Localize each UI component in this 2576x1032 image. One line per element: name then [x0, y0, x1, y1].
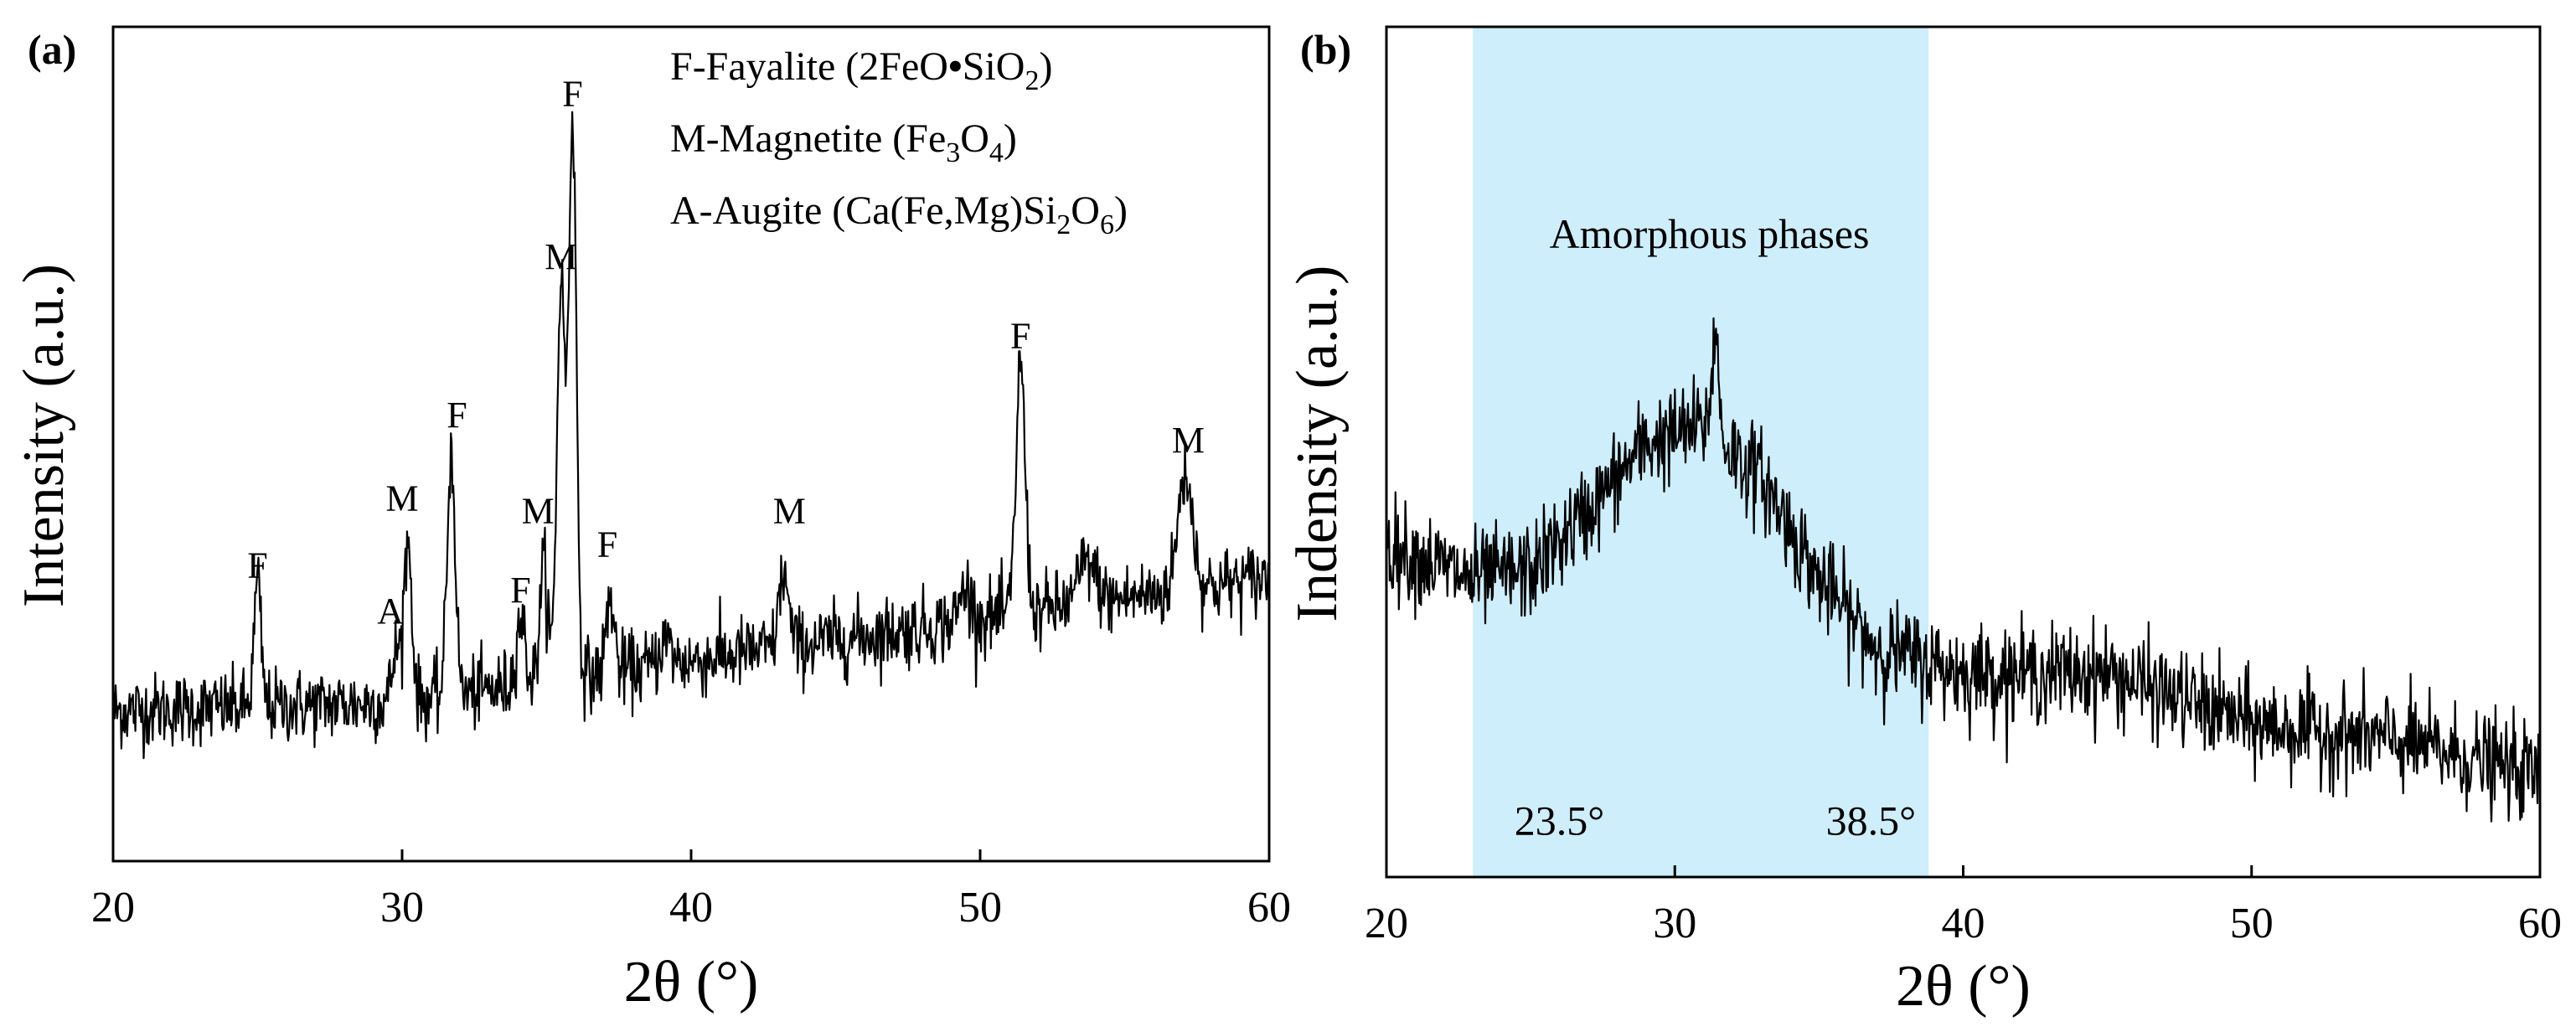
panel-label-b: (b)	[1300, 26, 1351, 73]
series-line	[1385, 317, 2542, 823]
annotation: 23.5°	[1515, 797, 1605, 844]
peak-label: M	[385, 478, 418, 519]
x-tick-label: 20	[91, 884, 135, 931]
series-line	[111, 111, 1271, 760]
peak-label: M	[1172, 420, 1205, 461]
x-tick-label: 30	[1653, 900, 1696, 947]
x-tick-label: 30	[380, 884, 424, 931]
peak-label: M	[522, 491, 555, 532]
legend: F-Fayalite (2FeO•SiO2) M-Magnetite (Fe3O4…	[670, 44, 1128, 240]
peak-label: M	[545, 236, 577, 277]
amorphous-shaded-region	[1473, 27, 1929, 877]
plot-frame	[1385, 25, 2542, 879]
plot-frame	[111, 25, 1271, 863]
series-group	[111, 111, 1271, 760]
x-tick-label: 60	[2518, 900, 2562, 947]
x-tick-label: 60	[1247, 884, 1291, 931]
y-axis-label: Intensity (a.u.)	[12, 264, 76, 607]
legend-entry: A-Augite (Ca(Fe,Mg)Si2O6)	[670, 188, 1128, 240]
legend-entry: M-Magnetite (Fe3O4)	[670, 116, 1017, 168]
x-ticks: 20 30 40 50 60	[91, 849, 1291, 931]
series-group	[1385, 317, 2542, 823]
x-ticks: 20 30 40 50 60	[1365, 865, 2562, 947]
peak-label: F	[1010, 315, 1030, 356]
x-tick-label: 50	[2230, 900, 2274, 947]
x-tick-label: 40	[669, 884, 713, 931]
annotations: Amorphous phases 23.5° 38.5°	[1515, 210, 1916, 844]
legend-entry: F-Fayalite (2FeO•SiO2)	[670, 44, 1052, 96]
x-tick-label: 50	[958, 884, 1002, 931]
peak-label: M	[773, 491, 806, 532]
peak-label: F	[510, 570, 530, 611]
peak-label: F	[447, 395, 467, 436]
x-tick-label: 20	[1365, 900, 1408, 947]
annotation: 38.5°	[1826, 797, 1917, 844]
y-axis-label: Indensity (a.u.)	[1285, 266, 1350, 622]
peak-label: A	[377, 591, 404, 632]
panel-b: (b) 20 30 40 50 60 Amorphous phases 23.5° 38.5…	[1285, 25, 2562, 1019]
panel-label-a: (a)	[28, 26, 76, 73]
peak-label: F	[247, 544, 267, 586]
peak-label: F	[562, 74, 582, 115]
x-tick-label: 40	[1942, 900, 1985, 947]
annotation: Amorphous phases	[1550, 210, 1870, 257]
x-axis-label: 2θ (°)	[624, 950, 759, 1014]
peak-label: F	[597, 524, 617, 565]
x-axis-label: 2θ (°)	[1896, 954, 2031, 1019]
